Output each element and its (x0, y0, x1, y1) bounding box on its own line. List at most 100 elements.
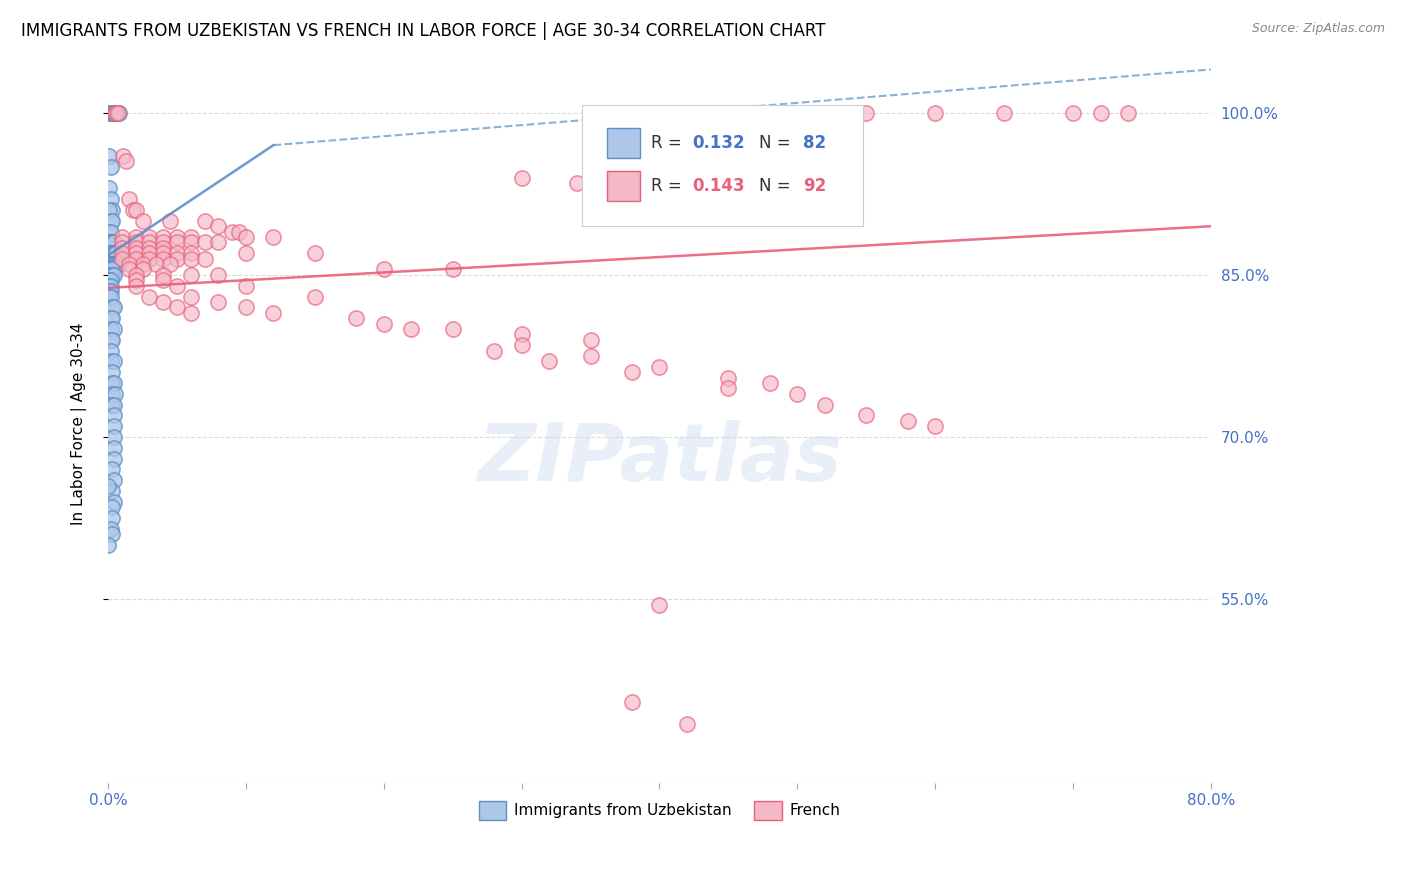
Point (344, 311, 367, 326)
Point (1116, 105, 1139, 120)
Point (648, 598, 671, 612)
Point (263, 230, 285, 244)
Point (166, 252, 188, 266)
Point (758, 376, 780, 390)
Point (207, 268, 229, 282)
Point (101, 333, 124, 347)
Point (103, 235, 125, 250)
Point (98, 262, 121, 277)
Point (124, 202, 146, 217)
Point (235, 230, 257, 244)
Point (510, 327, 533, 342)
Point (101, 527, 124, 541)
Point (100, 273, 122, 287)
Point (131, 214, 153, 228)
Point (100, 343, 122, 358)
Point (98, 225, 121, 239)
Point (441, 322, 464, 336)
Point (101, 105, 124, 120)
Point (221, 225, 243, 239)
Point (101, 301, 124, 315)
Point (207, 219, 229, 234)
Point (441, 262, 464, 277)
Point (100, 105, 122, 120)
Point (124, 278, 146, 293)
Point (180, 289, 202, 303)
Text: ZIPatlas: ZIPatlas (477, 420, 842, 499)
Point (159, 214, 181, 228)
Point (122, 202, 145, 217)
Point (180, 252, 202, 266)
Point (98, 284, 121, 298)
Point (97, 538, 120, 552)
Point (193, 235, 215, 250)
Point (107, 257, 129, 271)
Point (166, 246, 188, 260)
Point (373, 262, 395, 277)
Point (124, 252, 146, 266)
Text: 82: 82 (803, 134, 825, 153)
Point (131, 257, 153, 271)
Point (104, 246, 127, 260)
Point (101, 484, 124, 499)
Point (145, 257, 167, 271)
Point (103, 246, 125, 260)
Point (101, 386, 124, 401)
Point (482, 343, 505, 358)
Point (103, 451, 125, 466)
Point (103, 268, 125, 282)
Point (131, 262, 153, 277)
Text: 0.143: 0.143 (693, 178, 745, 195)
Point (105, 105, 128, 120)
Point (855, 105, 877, 120)
Point (510, 338, 533, 352)
Point (101, 462, 124, 476)
Point (103, 354, 125, 368)
Point (100, 278, 122, 293)
Point (107, 105, 129, 120)
Point (100, 160, 122, 174)
Point (152, 235, 174, 250)
Point (111, 241, 134, 255)
Point (180, 268, 202, 282)
Point (101, 262, 124, 277)
Point (138, 289, 160, 303)
Point (924, 419, 946, 434)
Point (103, 419, 125, 434)
Point (124, 273, 146, 287)
Point (620, 695, 643, 709)
Point (814, 398, 837, 412)
Point (112, 149, 135, 163)
Point (104, 386, 127, 401)
Point (100, 235, 122, 250)
Point (166, 278, 188, 293)
Point (101, 268, 124, 282)
Point (193, 214, 215, 228)
Point (510, 170, 533, 185)
Text: 92: 92 (803, 178, 827, 195)
Point (101, 311, 124, 326)
Point (717, 370, 740, 384)
Text: R =: R = (651, 178, 686, 195)
Text: IMMIGRANTS FROM UZBEKISTAN VS FRENCH IN LABOR FORCE | AGE 30-34 CORRELATION CHAR: IMMIGRANTS FROM UZBEKISTAN VS FRENCH IN … (21, 22, 825, 40)
Point (98, 257, 121, 271)
Point (180, 230, 202, 244)
FancyBboxPatch shape (606, 128, 640, 158)
Point (103, 409, 125, 423)
Point (855, 409, 877, 423)
Point (108, 105, 131, 120)
Point (100, 214, 122, 228)
Point (207, 235, 229, 250)
Text: N =: N = (759, 134, 796, 153)
Point (103, 495, 125, 509)
Point (111, 246, 134, 260)
Point (138, 241, 160, 255)
Point (100, 333, 122, 347)
Point (100, 246, 122, 260)
Point (124, 230, 146, 244)
Point (304, 289, 326, 303)
Point (103, 430, 125, 444)
Point (104, 257, 127, 271)
Point (100, 322, 122, 336)
Point (101, 398, 124, 412)
